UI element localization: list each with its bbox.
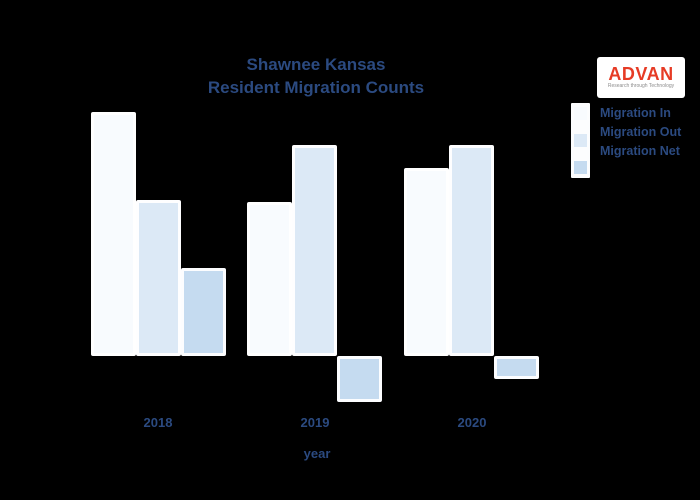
legend-swatch-migration-in [574,107,587,120]
legend-swatch-migration-net [574,161,587,174]
bar-2018-migration-in [91,112,136,356]
legend-swatch-column [571,103,590,178]
chart-title-line1: Shawnee Kansas [246,55,386,74]
chart-title-line2: Resident Migration Counts [207,78,425,97]
advan-logo: ADVAN Research through Technology [597,57,685,98]
bar-2018-migration-out [136,200,181,356]
x-tick-2020: 2020 [457,415,487,430]
legend-label-migration-in: Migration In [600,105,671,120]
bar-2018-migration-net [181,268,226,356]
bar-2020-migration-in [404,168,449,356]
bar-2019-migration-net [337,356,382,402]
legend-swatch-migration-out [574,134,587,147]
bar-2020-migration-out [449,145,494,356]
bar-2019-migration-out [292,145,337,356]
x-axis-label: year [303,446,331,461]
legend-label-migration-out: Migration Out [600,124,682,139]
legend-labels: Migration In Migration Out Migration Net [600,103,681,160]
x-tick-2018: 2018 [143,415,173,430]
advan-logo-tagline: Research through Technology [607,83,675,89]
bar-2019-migration-in [247,202,292,356]
advan-logo-text: ADVAN [608,64,674,84]
legend-label-migration-net: Migration Net [600,143,680,158]
bar-2020-migration-net [494,356,539,379]
chart-title: Shawnee Kansas Resident Migration Counts [0,53,632,99]
x-tick-2019: 2019 [300,415,330,430]
